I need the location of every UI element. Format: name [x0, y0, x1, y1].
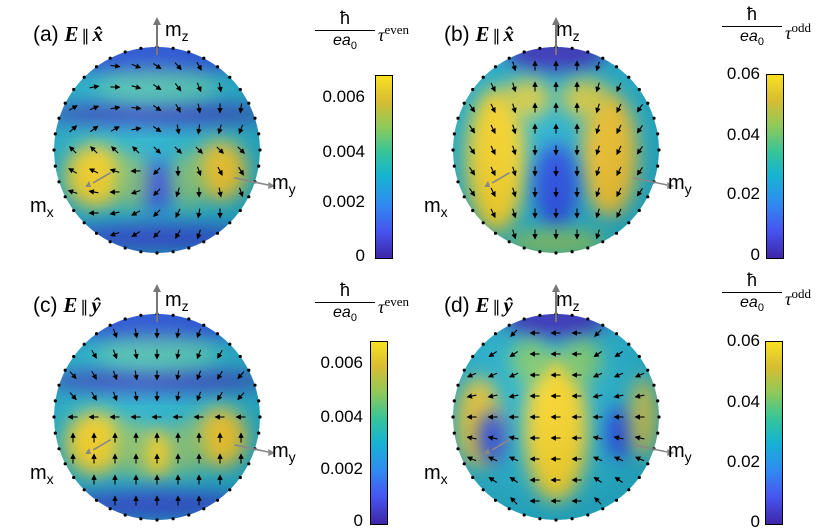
- colorbar-d-denom: ea: [740, 294, 758, 311]
- rim-dot: [523, 513, 526, 516]
- axis-mx-a-base: m: [30, 195, 47, 217]
- colorbar-d-tick: 0.04: [700, 392, 760, 412]
- axis-mx-a: mx: [30, 195, 54, 220]
- rim-dot: [523, 317, 526, 320]
- axis-mz-a: mz: [165, 19, 189, 44]
- axis-my-b-base: m: [668, 172, 685, 194]
- rim-dot: [601, 507, 604, 510]
- rim-dot: [538, 314, 541, 317]
- colorbar-d-tick: 0.06: [700, 331, 760, 351]
- axis-mz-c-sub: z: [182, 298, 189, 314]
- axis-my-b-sub: y: [685, 181, 692, 197]
- rim-dot: [482, 488, 485, 491]
- colorbar-d-tau: τodd: [785, 286, 811, 310]
- axis-mz-b-sub: z: [573, 28, 580, 44]
- axis-mz-c: mz: [165, 289, 189, 314]
- rim-dot: [657, 415, 660, 418]
- axis-my-a: my: [272, 172, 296, 197]
- axis-mx-d-base: m: [424, 462, 441, 484]
- rim-dot: [538, 517, 541, 520]
- rim-dot: [571, 517, 574, 520]
- colorbar-d-sup: odd: [791, 286, 811, 301]
- axis-mx-b-base: m: [424, 195, 441, 217]
- axis-mz-b-base: m: [556, 19, 573, 41]
- colorbar-d-denom-sub: 0: [758, 302, 764, 314]
- rim-dot: [453, 432, 456, 435]
- rim-dot: [482, 343, 485, 346]
- rim-dot: [615, 332, 618, 335]
- rim-dot: [508, 324, 511, 327]
- colorbar-d-tick: 0: [700, 512, 760, 532]
- axis-mx-c-sub: x: [47, 471, 54, 487]
- axis-mx-d: mx: [424, 462, 448, 487]
- rim-dot: [627, 343, 630, 346]
- axis-mz-a-sub: z: [182, 28, 189, 44]
- axis-mx-b: mx: [424, 195, 448, 220]
- colorbar-d-denominator: ea0: [722, 293, 782, 314]
- rim-dot: [451, 415, 454, 418]
- rim-dot: [652, 384, 655, 387]
- axis-mx-d-sub: x: [441, 471, 448, 487]
- axis-my-b: my: [668, 172, 692, 197]
- rim-dot: [508, 507, 511, 510]
- rim-dot: [463, 369, 466, 372]
- axis-my-d-sub: y: [685, 449, 692, 465]
- rim-dot: [494, 332, 497, 335]
- rim-dot: [463, 462, 466, 465]
- rim-dot: [656, 432, 659, 435]
- axis-mx-c-base: m: [30, 462, 47, 484]
- axis-mz-a-base: m: [165, 19, 182, 41]
- axis-my-a-sub: y: [289, 181, 296, 197]
- axis-my-c: my: [272, 440, 296, 465]
- rim-dot: [638, 355, 641, 358]
- axis-mz-b: mz: [556, 19, 580, 44]
- rim-dot: [615, 499, 618, 502]
- axis-mx-a-sub: x: [47, 204, 54, 220]
- rim-dot: [627, 488, 630, 491]
- rim-dot: [586, 513, 589, 516]
- axis-my-c-sub: y: [289, 449, 296, 465]
- rim-dot: [471, 476, 474, 479]
- rim-dot: [456, 384, 459, 387]
- rim-dot: [453, 399, 456, 402]
- axis-mz-d-base: m: [556, 289, 573, 311]
- rim-dot: [601, 324, 604, 327]
- rim-dot: [571, 314, 574, 317]
- axis-my-d-base: m: [668, 440, 685, 462]
- sphere-surface-d: [453, 302, 659, 520]
- rim-dot: [456, 447, 459, 450]
- colorbar-d-fraction: ħ ea0: [722, 270, 782, 314]
- rim-dot: [471, 355, 474, 358]
- rim-dot: [494, 499, 497, 502]
- axis-mx-b-sub: x: [441, 204, 448, 220]
- colorbar-d-hbar: ħ: [722, 270, 782, 293]
- axis-my-a-base: m: [272, 172, 289, 194]
- rim-dot: [656, 399, 659, 402]
- axis-my-d: my: [668, 440, 692, 465]
- axis-mz-d: mz: [556, 289, 580, 314]
- rim-dot: [586, 317, 589, 320]
- rim-dot: [638, 476, 641, 479]
- rim-dot: [646, 369, 649, 372]
- colorbar-d-tick: 0.02: [700, 452, 760, 472]
- axis-mz-c-base: m: [165, 289, 182, 311]
- axis-mx-c: mx: [30, 462, 54, 487]
- colorbar-d: [765, 341, 783, 525]
- axis-my-c-base: m: [272, 440, 289, 462]
- rim-dot: [554, 518, 557, 521]
- axis-mz-d-sub: z: [573, 298, 580, 314]
- rim-dot: [646, 462, 649, 465]
